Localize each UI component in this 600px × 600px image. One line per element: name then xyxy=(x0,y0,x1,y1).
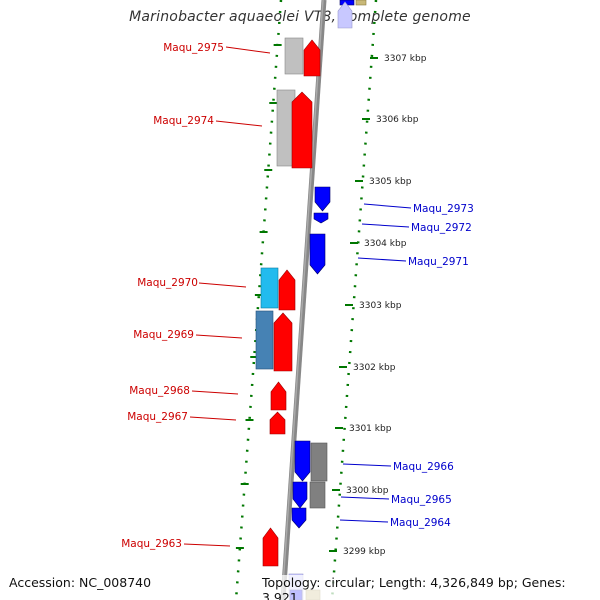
right-dotted-ring xyxy=(330,0,378,600)
reverse-gene-label: Maqu_2964 xyxy=(390,517,451,529)
dotted-ring-layer xyxy=(234,0,378,600)
forward-label-leader xyxy=(198,282,247,288)
forward-gene-label: Maqu_2970 xyxy=(137,277,198,289)
feature-bar-2965 xyxy=(309,481,326,509)
reverse-label-leader xyxy=(342,463,392,467)
reverse-label-leader xyxy=(339,519,389,523)
map-title: Marinobacter aquaeolei VT8, complete gen… xyxy=(129,9,471,25)
gene-layer xyxy=(255,0,367,600)
gene-top-feature xyxy=(355,0,367,6)
reverse-gene-label: Maqu_2971 xyxy=(408,256,469,268)
feature-bar-2969 xyxy=(255,310,274,370)
gene-arrow-2973 xyxy=(314,186,331,212)
gene-arrow-2969 xyxy=(273,312,293,372)
reverse-label-leader xyxy=(363,203,412,209)
backbone-layer xyxy=(280,0,327,600)
gene-arrow-2974 xyxy=(291,91,313,169)
reverse-label-leader xyxy=(361,223,410,228)
gene-arrow-2972 xyxy=(313,212,329,224)
gene-arrow-2964 xyxy=(291,507,307,529)
forward-label-leader xyxy=(189,416,237,421)
forward-label-leader xyxy=(191,390,239,395)
label-layer: Maqu_2975 Maqu_2974 Maqu_2970 Maqu_2969 Maqu… xyxy=(121,42,474,550)
scale-layer: 3307 kbp 3306 kbp 3305 kbp 3304 kbp 3303 kbp… xyxy=(329,54,427,557)
forward-gene-label: Maqu_2969 xyxy=(133,329,194,341)
feature-bar-2970 xyxy=(260,267,279,309)
gene-arrow-2970 xyxy=(278,269,296,311)
gene-arrow-2965 xyxy=(292,481,308,509)
scale-label: 3303 kbp xyxy=(359,301,402,311)
gene-arrow-2963 xyxy=(262,527,279,567)
genome-backbone-highlight xyxy=(281,0,324,600)
forward-gene-label: Maqu_2974 xyxy=(153,115,214,127)
reverse-gene-label: Maqu_2965 xyxy=(391,494,452,506)
scale-label: 3305 kbp xyxy=(369,177,412,187)
forward-label-leader xyxy=(183,543,231,547)
gene-arrow-2975 xyxy=(303,39,321,77)
scale-label: 3302 kbp xyxy=(353,363,396,373)
gene-top-lilac xyxy=(337,1,353,29)
scale-label: 3301 kbp xyxy=(349,424,392,434)
forward-label-leader xyxy=(195,334,243,339)
forward-label-leader xyxy=(225,46,271,54)
left-dotted-ring xyxy=(234,0,283,600)
genome-backbone xyxy=(280,0,327,600)
accession-text: Accession: NC_008740 xyxy=(9,575,152,590)
scale-label: 3306 kbp xyxy=(376,115,419,125)
forward-gene-label: Maqu_2975 xyxy=(163,42,224,54)
reverse-label-leader xyxy=(357,257,407,262)
scale-label: 3300 kbp xyxy=(346,486,389,496)
forward-gene-label: Maqu_2967 xyxy=(127,411,188,423)
scale-label: 3299 kbp xyxy=(343,547,386,557)
feature-bar-2966 xyxy=(310,442,328,482)
topology-summary: Topology: circular; Length: 4,326,849 bp… xyxy=(262,575,600,600)
reverse-gene-label: Maqu_2973 xyxy=(413,203,474,215)
forward-gene-label: Maqu_2968 xyxy=(129,385,190,397)
gene-arrow-2966 xyxy=(294,440,311,482)
scale-label: 3304 kbp xyxy=(364,239,407,249)
scale-label: 3307 kbp xyxy=(384,54,427,64)
reverse-label-leader xyxy=(340,496,390,500)
gene-arrow-2968 xyxy=(270,381,287,411)
reverse-gene-label: Maqu_2966 xyxy=(393,461,454,473)
reverse-gene-label: Maqu_2972 xyxy=(411,222,472,234)
feature-bar-2975 xyxy=(284,37,304,75)
forward-gene-label: Maqu_2963 xyxy=(121,538,182,550)
forward-label-leader xyxy=(215,120,263,127)
gene-arrow-2967 xyxy=(269,411,286,435)
gene-arrow-2971 xyxy=(309,233,326,275)
